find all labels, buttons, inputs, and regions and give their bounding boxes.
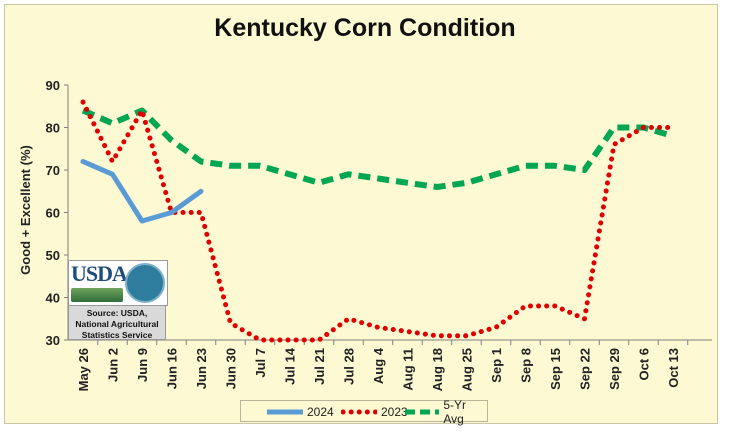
x-tick-label: Sep 8: [519, 348, 534, 383]
y-tick-label: 30: [46, 333, 60, 348]
y-tick-label: 60: [46, 206, 60, 221]
y-tick-label: 80: [46, 121, 60, 136]
chart-legend: 2024 2023 5-Yr Avg: [240, 400, 488, 422]
usda-logo: USDA: [68, 260, 168, 306]
legend-label-2023: 2023: [381, 405, 408, 419]
x-tick-label: Jun 2: [106, 348, 121, 382]
x-tick-label: Oct 13: [666, 348, 681, 388]
source-note: Source: USDA, National Agricultural Stat…: [68, 305, 166, 340]
legend-swatch-2024: [267, 408, 303, 416]
x-tick-label: Jun 16: [165, 348, 180, 389]
source-line-3: Statistics Service: [69, 330, 165, 341]
x-tick-label: Aug 4: [371, 347, 386, 384]
y-tick-label: 90: [46, 78, 60, 93]
x-tick-label: Aug 11: [401, 348, 416, 391]
legend-item-2024: 2024: [267, 404, 334, 420]
x-tick-label: Oct 6: [637, 348, 652, 381]
source-line-2: National Agricultural: [69, 319, 165, 330]
x-tick-label: Aug 25: [460, 348, 475, 391]
x-tick-label: Jul 21: [312, 348, 327, 385]
agriculture-counts-seal: [125, 263, 165, 303]
x-tick-label: Jun 9: [135, 348, 150, 382]
series-line-5-yr-avg: [83, 111, 673, 188]
x-tick-label: Sep 15: [548, 348, 563, 390]
legend-item-5yr-avg: 5-Yr Avg: [405, 404, 487, 420]
x-tick-label: Jul 28: [342, 348, 357, 385]
x-tick-label: Sep 1: [489, 348, 504, 383]
x-tick-label: Jul 14: [283, 347, 298, 385]
farm-field-graphic: [71, 288, 123, 302]
x-tick-label: Aug 18: [430, 348, 445, 391]
x-tick-label: Jun 23: [194, 348, 209, 389]
x-tick-label: Sep 22: [578, 348, 593, 390]
y-tick-label: 70: [46, 163, 60, 178]
legend-swatch-5yr-avg: [405, 408, 439, 416]
y-tick-label: 40: [46, 291, 60, 306]
x-tick-label: Sep 29: [607, 348, 622, 390]
x-tick-label: Jul 7: [253, 348, 268, 378]
x-tick-label: May 26: [76, 348, 91, 391]
legend-swatch-2023: [341, 408, 377, 416]
source-line-1: Source: USDA,: [69, 308, 165, 319]
legend-item-2023: 2023: [341, 404, 408, 420]
y-tick-label: 50: [46, 248, 60, 263]
legend-label-5yr-avg: 5-Yr Avg: [443, 398, 487, 426]
legend-label-2024: 2024: [307, 405, 334, 419]
usda-logo-text: USDA: [71, 261, 127, 287]
x-tick-label: Jun 30: [224, 348, 239, 389]
